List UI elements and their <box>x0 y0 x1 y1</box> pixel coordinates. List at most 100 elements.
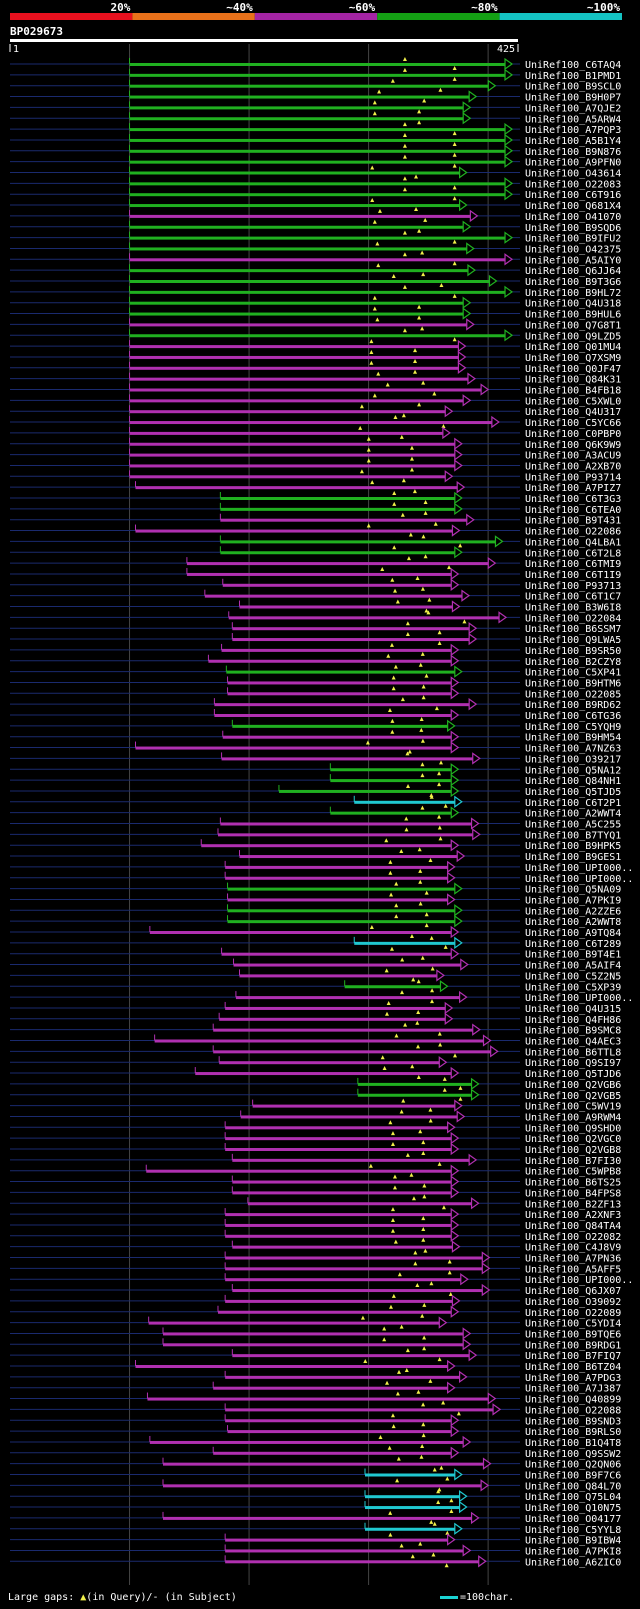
hit-arrow <box>504 144 514 157</box>
hit-arrow <box>450 1305 460 1318</box>
hit-bar <box>220 518 469 522</box>
hit-bar <box>220 822 474 826</box>
hit-bar <box>240 1115 460 1119</box>
hit-arrow <box>447 871 456 884</box>
hit-arrow <box>459 1370 468 1384</box>
hit-arrow <box>454 1099 463 1112</box>
identity-scale-segment <box>377 13 500 20</box>
hit-arrow <box>492 1403 502 1416</box>
gap-marker <box>403 1022 408 1027</box>
gap-marker <box>392 545 397 550</box>
gap-marker <box>366 523 371 528</box>
hit-arrow <box>462 296 472 309</box>
hit-arrow <box>472 752 481 765</box>
gap-marker <box>421 1151 426 1155</box>
hit-label: UniRef100_Q4U318 <box>525 299 621 310</box>
hit-label: UniRef100_Q2VGB5 <box>525 1091 621 1102</box>
gap-marker <box>452 66 457 70</box>
hit-label: UniRef100_B9N876 <box>525 147 621 158</box>
hit-bar <box>129 442 457 446</box>
gap-marker <box>436 1489 441 1494</box>
gap-marker <box>416 1044 421 1049</box>
hit-bar <box>225 1126 450 1130</box>
gap-marker <box>421 1216 426 1221</box>
hit-bar <box>201 844 454 848</box>
gap-marker <box>359 404 364 409</box>
gap-marker <box>452 239 457 244</box>
hit-bar <box>129 247 469 251</box>
gap-marker <box>390 1131 395 1136</box>
hit-bar <box>247 1202 474 1206</box>
hit-bar <box>129 410 448 414</box>
hit-arrow <box>456 849 466 863</box>
hit-label: UniRef100_B7FIQ7 <box>525 1351 621 1362</box>
hit-bar <box>220 497 457 500</box>
hit-label: UniRef100_C5XP39 <box>525 982 621 993</box>
hit-arrow <box>481 1283 491 1297</box>
hit-label: UniRef100_C5YQH9 <box>525 722 621 733</box>
hit-bar <box>225 1278 463 1282</box>
hit-label: UniRef100_O22082 <box>525 1232 621 1243</box>
hit-label: UniRef100_A5AIF4 <box>525 961 621 972</box>
hit-arrow <box>462 1544 472 1557</box>
gap-marker <box>419 1454 424 1459</box>
hit-label: UniRef100_B9IBW4 <box>525 1536 621 1547</box>
hit-bar <box>226 670 457 674</box>
hit-label: UniRef100_B9T3G6 <box>525 277 621 288</box>
hit-label: UniRef100_B9HTM6 <box>525 678 621 689</box>
hit-arrow <box>447 860 456 874</box>
gap-marker <box>452 163 457 168</box>
gap-marker <box>416 1389 421 1394</box>
gap-marker <box>387 1445 392 1450</box>
hit-arrow <box>468 697 478 711</box>
gap-marker <box>380 566 385 571</box>
hit-label: UniRef100_B9SMC8 <box>525 1026 621 1037</box>
hit-label: UniRef100_Q2VGC0 <box>525 1134 621 1145</box>
gap-marker <box>420 762 425 767</box>
hit-bar <box>129 421 494 425</box>
legend-scale: =100char. <box>440 1592 514 1603</box>
hit-arrow <box>468 632 478 646</box>
gap-marker <box>387 708 392 712</box>
hit-bar <box>129 73 508 77</box>
hit-bar <box>228 616 502 620</box>
gap-marker <box>402 284 407 289</box>
hit-label: UniRef100_Q9LWA5 <box>525 635 621 646</box>
hit-label: UniRef100_B3W6I8 <box>525 603 621 614</box>
gap-marker <box>393 1239 398 1244</box>
hit-bar <box>235 996 462 1000</box>
hit-bar <box>186 572 454 576</box>
gap-marker <box>452 293 457 298</box>
hit-arrow <box>450 1446 460 1459</box>
gap-marker <box>420 250 425 255</box>
gap-marker <box>380 1055 385 1060</box>
gap-marker <box>400 512 405 517</box>
gap-marker <box>389 946 394 951</box>
hit-label: UniRef100_B7FI30 <box>525 1156 621 1167</box>
hit-arrow <box>466 242 475 255</box>
gap-marker <box>431 1552 436 1557</box>
hit-bar <box>225 1549 466 1553</box>
hit-arrow <box>454 795 463 808</box>
hit-label: UniRef100_C6T3G3 <box>525 494 621 505</box>
hit-bar <box>225 1375 462 1379</box>
hit-arrow <box>450 708 460 722</box>
gap-marker <box>404 827 409 832</box>
gap-marker <box>390 718 395 723</box>
hit-label: UniRef100_C5XP41 <box>525 668 621 679</box>
gap-marker <box>402 252 407 257</box>
hit-arrow <box>478 1555 487 1568</box>
gap-marker <box>394 1033 399 1038</box>
gap-marker <box>415 575 420 580</box>
hit-arrow <box>494 535 504 548</box>
gap-marker <box>421 695 426 700</box>
gap-marker <box>420 1443 425 1448</box>
hit-arrow <box>504 285 514 299</box>
hit-label: UniRef100_O22083 <box>525 179 621 190</box>
hit-label: UniRef100_C4J8V9 <box>525 1243 621 1254</box>
gap-marker <box>405 1152 410 1157</box>
hit-label: UniRef100_C5XWL0 <box>525 396 621 407</box>
gap-marker <box>417 228 422 233</box>
hit-label: UniRef100_B9H0P7 <box>525 93 621 104</box>
hit-bar <box>365 1473 457 1477</box>
